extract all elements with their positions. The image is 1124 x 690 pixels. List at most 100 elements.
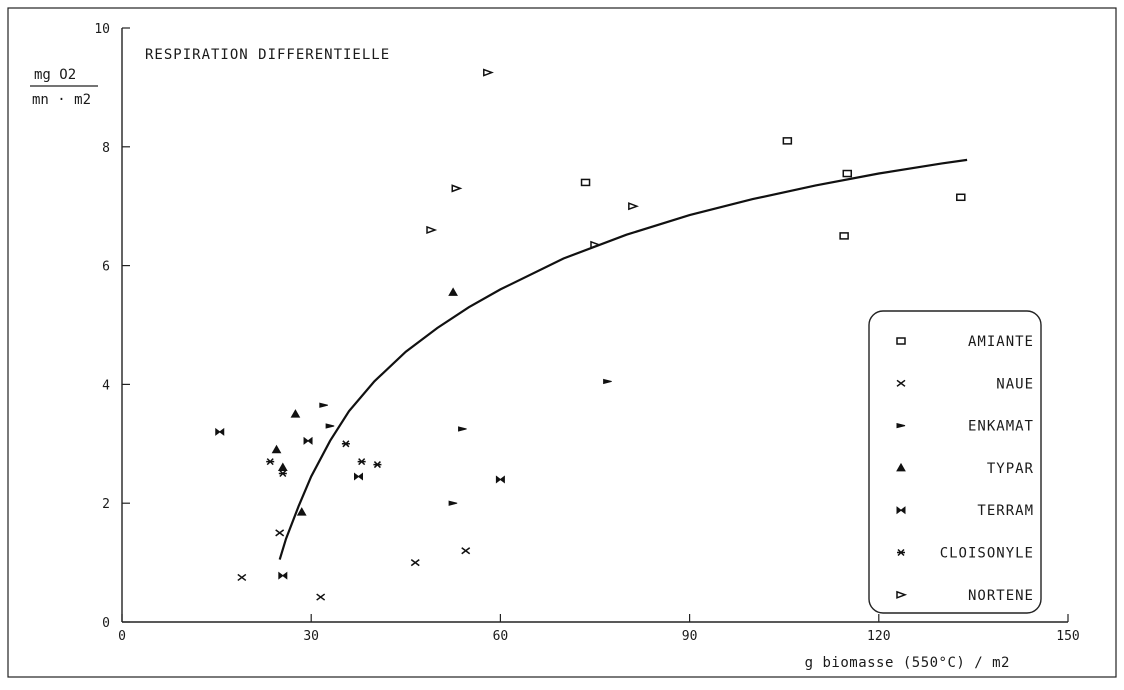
bowtie-marker-shape [354, 472, 363, 481]
x-tick-label: 0 [118, 629, 126, 644]
legend-box [868, 310, 1042, 614]
star-marker-shape [357, 458, 366, 466]
data-point-enkamat [448, 500, 458, 506]
star-marker-shape [897, 548, 905, 557]
x-tick-label: 60 [493, 629, 509, 644]
x-marker-shape [410, 558, 420, 567]
star-marker-shape [266, 458, 275, 466]
legend-label-amiante: AMIANTE [968, 334, 1034, 350]
flag-marker-shape [896, 422, 906, 429]
data-point-amiante [842, 169, 853, 178]
axes: 0 30 60 90 120 150 0 2 4 6 8 10 [94, 22, 1079, 644]
bowtie-marker-shape [215, 427, 225, 436]
triangle-marker-shape [896, 462, 906, 472]
data-point-naue [275, 529, 285, 537]
data-point-typar [448, 287, 458, 296]
points-layer [215, 68, 966, 601]
legend-label-enkamat: ENKAMAT [968, 419, 1034, 435]
x-marker-shape [316, 593, 326, 601]
legend-label-terram: TERRAM [977, 503, 1034, 519]
data-point-cloisonyle [278, 469, 287, 478]
bowtie-marker-shape [896, 506, 906, 515]
data-point-enkamat [603, 378, 612, 385]
data-point-terram [495, 475, 505, 484]
pennant-marker-shape [483, 68, 494, 77]
data-point-terram [215, 427, 225, 436]
x-marker-shape [237, 573, 247, 582]
data-point-naue [410, 558, 420, 567]
data-point-cloisonyle [373, 461, 382, 469]
square-marker-shape [782, 137, 793, 145]
y-tick-label: 10 [94, 22, 110, 37]
triangle-marker-shape [277, 462, 288, 472]
flag-marker-shape [448, 500, 458, 506]
data-point-amiante [580, 178, 591, 187]
data-point-nortene [483, 68, 494, 77]
bowtie-marker-shape [303, 436, 313, 445]
data-point-enkamat [458, 426, 467, 432]
star-marker-shape [278, 469, 287, 478]
data-point-nortene [628, 202, 639, 211]
data-point-typar [296, 507, 307, 516]
data-point-amiante [782, 137, 793, 145]
x-marker-shape [896, 379, 906, 387]
x-tick-label: 150 [1056, 629, 1079, 644]
fit-curve-layer [278, 158, 968, 560]
square-marker-shape [839, 232, 849, 240]
flag-marker-shape [603, 378, 612, 385]
pennant-marker-shape [628, 202, 639, 211]
data-point-naue [237, 573, 247, 582]
fit-curve [278, 158, 968, 560]
legend-marker-naue [896, 379, 906, 387]
y-tick-label: 4 [102, 378, 110, 393]
data-point-cloisonyle [357, 458, 366, 466]
data-point-amiante [956, 193, 966, 202]
square-marker-shape [896, 337, 906, 345]
data-point-enkamat [325, 423, 335, 429]
x-tick-label: 30 [303, 629, 319, 644]
flag-marker-shape [325, 423, 335, 429]
data-point-typar [271, 444, 282, 454]
flag-marker-shape [458, 426, 467, 432]
legend-marker-nortene [896, 590, 908, 599]
data-point-terram [354, 472, 363, 481]
legend: AMIANTE NAUE ENKAMAT TYPAR TERRAM CLOISONYLE N… [868, 310, 1042, 614]
x-marker-shape [275, 529, 285, 537]
data-point-cloisonyle [266, 458, 275, 466]
legend-label-naue: NAUE [996, 376, 1034, 392]
legend-marker-cloisonyle [897, 548, 905, 557]
triangle-marker-shape [271, 444, 282, 454]
x-tick-label: 120 [867, 629, 890, 644]
triangle-marker-shape [448, 287, 458, 296]
legend-label-nortene: NORTENE [968, 588, 1034, 604]
data-point-nortene [590, 240, 602, 249]
square-marker-shape [580, 178, 591, 187]
data-point-naue [316, 593, 326, 601]
pennant-marker-shape [896, 590, 908, 599]
y-tick-label: 6 [102, 260, 110, 275]
y-axis-label-denominator: mn · m2 [32, 92, 91, 108]
data-point-typar [277, 462, 288, 472]
data-point-enkamat [319, 402, 328, 408]
bowtie-marker-shape [278, 571, 288, 580]
pennant-marker-shape [451, 184, 463, 193]
pennant-marker-shape [590, 240, 602, 249]
star-marker-shape [373, 461, 382, 469]
data-point-nortene [426, 225, 438, 235]
legend-marker-terram [896, 506, 906, 515]
y-tick-label: 2 [102, 497, 110, 512]
x-marker-shape [461, 547, 471, 555]
x-tick-label: 90 [682, 629, 698, 644]
y-tick-label: 0 [102, 616, 110, 631]
data-point-naue [461, 547, 471, 555]
legend-marker-typar [896, 462, 906, 472]
legend-marker-enkamat [896, 422, 906, 429]
data-point-nortene [451, 184, 463, 193]
chart-title: RESPIRATION DIFFERENTIELLE [145, 47, 390, 63]
flag-marker-shape [319, 402, 328, 408]
legend-label-cloisonyle: CLOISONYLE [940, 546, 1034, 562]
triangle-marker-shape [290, 409, 301, 418]
data-point-amiante [839, 232, 849, 240]
